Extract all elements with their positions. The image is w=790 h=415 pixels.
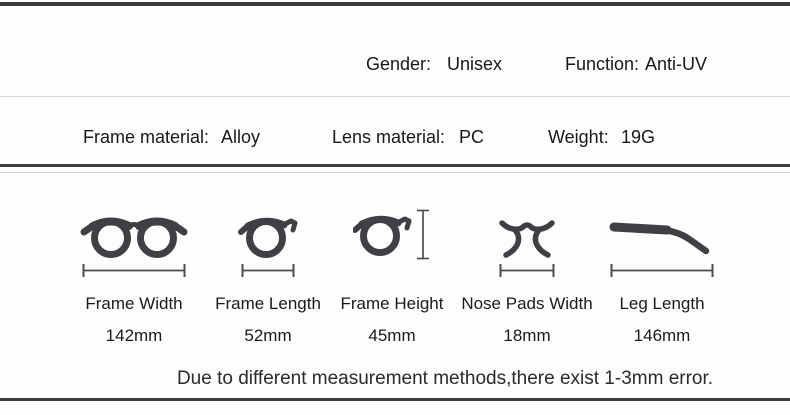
top-divider [0, 2, 790, 6]
weight-value: 19G [621, 127, 656, 147]
measurement-frame-width: Frame Width 142mm [72, 205, 196, 345]
gender-label: Gender: [366, 54, 432, 74]
measurement-label: Frame Width [85, 294, 183, 313]
lens-height-icon [353, 209, 429, 260]
width-measure-line-icon [82, 264, 186, 277]
function-label: Function: [565, 54, 640, 74]
section-divider-dark [0, 164, 790, 167]
frame-material-value: Alloy [221, 127, 261, 147]
measurement-label: Frame Height [340, 294, 444, 313]
measurement-value: 142mm [105, 326, 163, 345]
measurement-value: 52mm [244, 326, 292, 345]
measurement-label: Nose Pads Width [461, 294, 593, 313]
measurement-label: Frame Length [215, 294, 321, 313]
frame-material-label: Frame material: [83, 127, 210, 147]
bottom-divider [0, 398, 790, 401]
measurement-frame-length: Frame Length 52mm [210, 205, 326, 345]
lens-material-value: PC [459, 127, 485, 147]
measurement-value: 18mm [503, 326, 551, 345]
weight-label: Weight: [548, 127, 609, 147]
measurement-nose-pads: Nose Pads Width 18mm [461, 205, 593, 345]
function-value: Anti-UV [645, 54, 708, 74]
section-divider-light [0, 96, 790, 97]
nose-bridge-icon [499, 220, 555, 258]
temple-arm-icon [609, 222, 710, 255]
measurement-frame-height: Frame Height 45mm [334, 205, 450, 345]
length-measure-line-icon [241, 264, 295, 277]
leg-measure-line-icon [610, 264, 714, 277]
glasses-front-icon [80, 217, 188, 258]
lens-material-label: Lens material: [332, 127, 446, 147]
lens-front-icon [238, 217, 298, 258]
measurement-label: Leg Length [619, 294, 705, 313]
gender-value: Unisex [447, 54, 503, 74]
measurement-disclaimer: Due to different measurement methods,the… [176, 368, 714, 389]
section-divider-light-2 [0, 172, 790, 173]
measurement-leg-length: Leg Length 146mm [600, 205, 724, 345]
measurement-value: 45mm [368, 326, 416, 345]
nose-measure-line-icon [499, 264, 555, 277]
measurement-value: 146mm [633, 326, 691, 345]
